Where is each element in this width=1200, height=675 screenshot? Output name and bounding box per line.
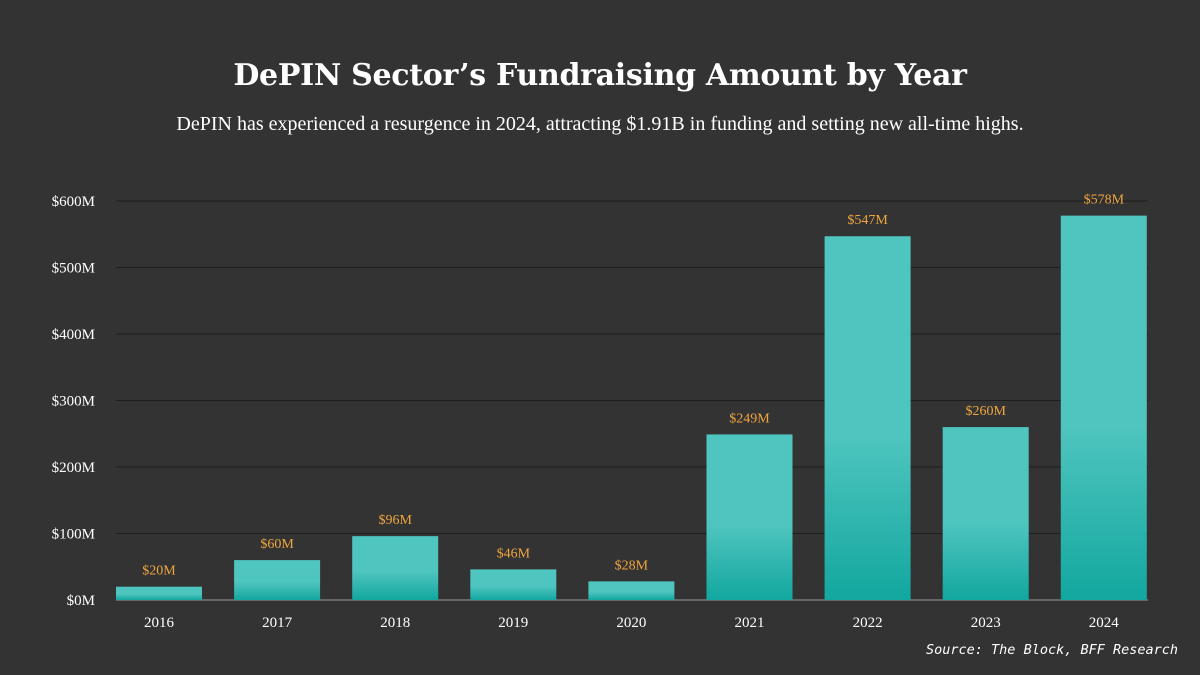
x-tick-label-2017: 2017 [262,615,293,631]
x-tick-label-2023: 2023 [971,615,1001,631]
bar-2016 [116,586,202,600]
x-tick-label-2022: 2022 [853,615,883,631]
y-tick-label: $0M [67,593,95,609]
data-label-2019: $46M [497,546,531,561]
source-note: Source: The Block, BFF Research [926,642,1178,658]
chart-subtitle: DePIN has experienced a resurgence in 20… [176,113,1024,135]
bar-2021 [706,434,793,600]
y-tick-label: $200M [52,460,95,476]
x-axis-ticks: 2016 2017 2018 2019 2020 2021 2022 2023 2024 [144,615,1119,631]
x-tick-label-2019: 2019 [498,615,528,631]
data-label-2022: $547M [847,213,888,228]
x-tick-label-2018: 2018 [380,615,410,631]
data-label-2021: $249M [729,411,770,426]
data-label-2023: $260M [965,404,1006,419]
bar-2020 [588,581,675,600]
bar-2024 [1060,215,1147,600]
x-tick-label-2024: 2024 [1089,615,1120,631]
y-tick-label: $400M [52,327,95,343]
chart-title: DePIN Sector’s Fundraising Amount by Yea… [233,58,967,93]
y-tick-label: $300M [52,394,95,410]
bar-2023 [942,427,1029,600]
y-axis-ticks: $0M $100M $200M $300M $400M $500M $600M [52,194,95,609]
y-tick-label: $500M [52,261,95,277]
bar-2022 [824,236,911,600]
bar-2018 [352,536,439,600]
data-label-2016: $20M [142,564,176,579]
bar-2017 [234,560,321,600]
data-label-2017: $60M [260,537,294,552]
bar-2019 [470,569,557,600]
y-tick-label: $100M [52,527,95,543]
data-label-2020: $28M [615,558,649,573]
data-label-2024: $578M [1084,193,1125,208]
data-labels: $20M $60M $96M $46M $28M $249M $547M $260M $578M [142,193,1124,579]
data-label-2018: $96M [378,513,412,528]
x-tick-label-2020: 2020 [616,615,646,631]
bars [116,215,1147,600]
y-tick-label: $600M [52,194,95,210]
x-tick-label-2016: 2016 [144,615,175,631]
x-tick-label-2021: 2021 [735,615,765,631]
